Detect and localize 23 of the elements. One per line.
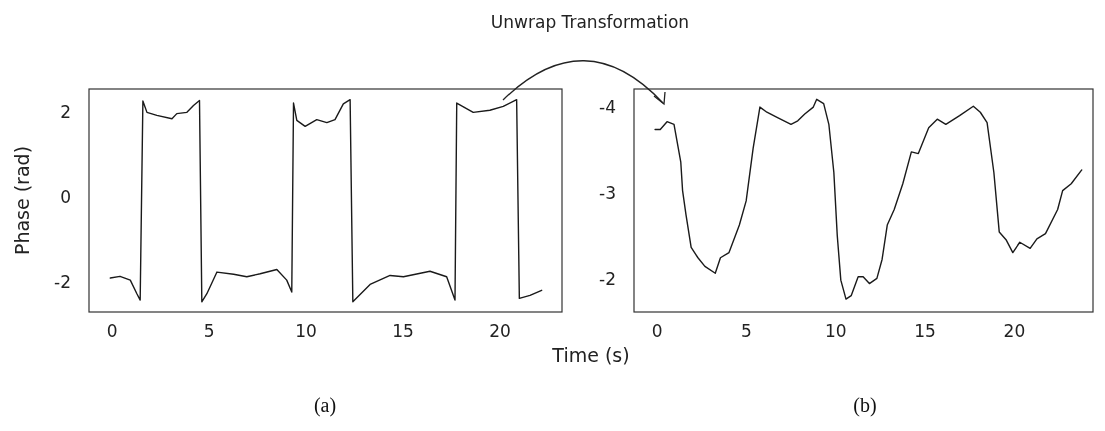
x-tick-label: 10 [825,321,847,341]
x-tick-label: 5 [741,321,752,341]
x-tick-label: 15 [914,321,936,341]
y-tick-label: 2 [60,102,71,123]
y-tick-label: -2 [599,269,616,290]
x-tick-label: 0 [651,321,663,341]
y-tick-label: -3 [599,183,616,204]
x-tick-label: 0 [106,321,118,341]
text: Unwrap Transformation [490,12,690,32]
x-tick-label: 20 [489,321,511,341]
y-tick-label: -4 [599,97,616,118]
y-tick-label: 0 [60,187,71,208]
y-axis-title: Phase (rad) [11,145,33,256]
x-axis-title: Time (s) [551,344,630,366]
x-tick-label: 10 [295,321,317,341]
line-series [109,98,543,303]
x-tick-label: 20 [1003,321,1026,341]
x-tick-label: 5 [203,321,215,341]
text: (a) [313,394,337,417]
x-tick-label: 15 [392,321,414,341]
text: (b) [853,394,877,417]
y-tick-label: -2 [54,272,71,293]
line-series [654,98,1083,300]
